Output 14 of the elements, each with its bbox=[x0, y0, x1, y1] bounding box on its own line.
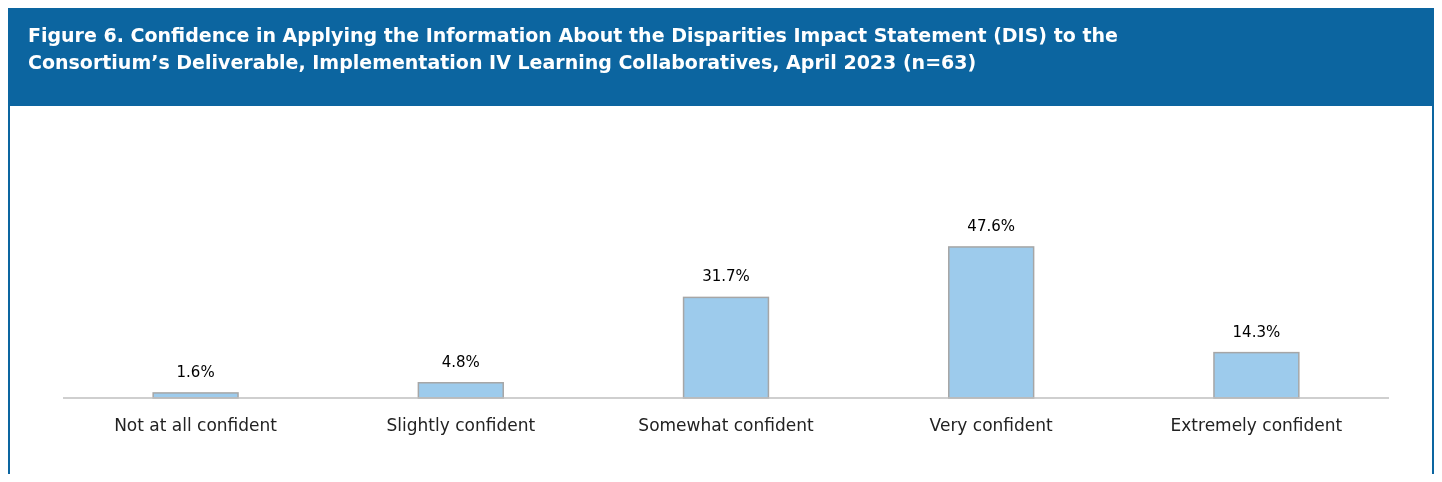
bar bbox=[1213, 351, 1300, 399]
data-label: 14.3% bbox=[1232, 322, 1281, 341]
x-tick-label: Not at all confident bbox=[114, 415, 278, 435]
x-tick-label: Very confident bbox=[929, 415, 1054, 435]
data-label: 4.8% bbox=[441, 352, 480, 371]
x-tick-label: Slightly confident bbox=[386, 415, 536, 435]
data-label: 1.6% bbox=[176, 362, 215, 381]
chart-title: Figure 6. Confidence in Applying the Information About the Disparities Impact Statement (DIS) to the Consortium’s Deliverable, Implementation IV Learning Collaboratives, April 2023 (n=63) bbox=[28, 24, 1118, 73]
data-label: 31.7% bbox=[702, 267, 750, 286]
x-tick-label: Extremely confident bbox=[1170, 415, 1343, 435]
x-tick-label: Somewhat confident bbox=[638, 415, 814, 435]
bar bbox=[948, 246, 1035, 399]
data-label: 47.6% bbox=[967, 216, 1016, 235]
bar bbox=[682, 296, 770, 399]
